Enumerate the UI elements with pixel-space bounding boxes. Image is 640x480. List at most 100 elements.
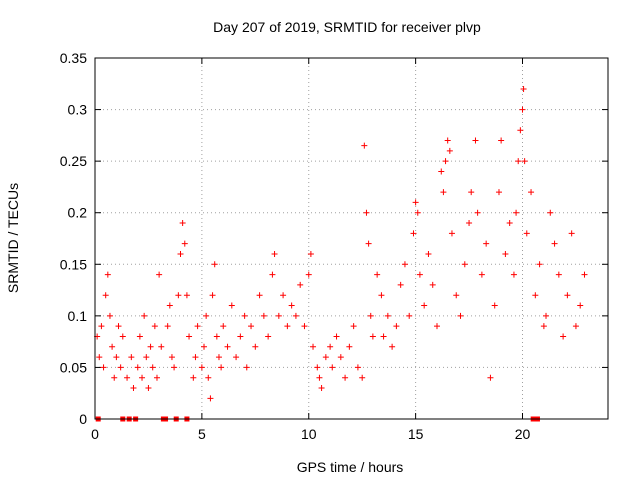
y-tick-label: 0.15 — [60, 256, 87, 272]
data-point — [194, 323, 201, 330]
axis-ticks: 0 0.05 0.1 0.15 0.2 0.25 0.3 0.35 0 5 10 15 20 — [60, 50, 608, 442]
data-point — [201, 343, 208, 350]
data-point — [515, 158, 522, 165]
data-point — [468, 189, 475, 196]
data-point — [166, 302, 173, 309]
data-point — [256, 292, 263, 299]
data-point — [446, 147, 453, 154]
data-point — [151, 323, 158, 330]
data-point — [113, 354, 120, 361]
data-point — [406, 312, 413, 319]
data-point — [284, 323, 291, 330]
data-point — [203, 312, 210, 319]
data-point — [318, 385, 325, 392]
data-point — [384, 312, 391, 319]
data-point — [532, 292, 539, 299]
data-point — [346, 343, 353, 350]
data-point — [329, 364, 336, 371]
data-point — [192, 354, 199, 361]
data-point — [211, 261, 218, 268]
y-tick-label: 0.05 — [60, 359, 87, 375]
data-point — [104, 271, 111, 278]
data-point — [265, 333, 272, 340]
data-point — [568, 230, 575, 237]
chart-title: Day 207 of 2019, SRMTID for receiver plv… — [213, 19, 481, 35]
data-point — [483, 240, 490, 247]
data-point — [147, 343, 154, 350]
data-point — [109, 343, 116, 350]
y-tick-label: 0.1 — [68, 308, 88, 324]
data-point — [412, 199, 419, 206]
data-point — [378, 292, 385, 299]
data-point — [466, 220, 473, 227]
data-point — [106, 312, 113, 319]
data-point — [393, 323, 400, 330]
data-point — [519, 106, 526, 113]
data-point — [143, 354, 150, 361]
data-point — [577, 302, 584, 309]
data-point — [540, 323, 547, 330]
data-point — [547, 209, 554, 216]
data-point — [292, 312, 299, 319]
data-point — [369, 333, 376, 340]
data-point — [158, 343, 165, 350]
data-point — [181, 240, 188, 247]
data-point — [100, 364, 107, 371]
data-point — [440, 189, 447, 196]
data-point — [248, 323, 255, 330]
x-tick-label: 15 — [408, 426, 424, 442]
data-point — [487, 374, 494, 381]
data-point — [307, 250, 314, 257]
data-point — [414, 209, 421, 216]
data-point — [474, 209, 481, 216]
data-point — [207, 395, 214, 402]
data-point — [457, 312, 464, 319]
data-point — [136, 333, 143, 340]
data-point — [461, 261, 468, 268]
data-point — [517, 127, 524, 134]
data-point — [513, 209, 520, 216]
data-point — [115, 323, 122, 330]
data-point — [397, 281, 404, 288]
data-point — [149, 364, 156, 371]
data-point — [520, 85, 527, 92]
data-point — [421, 302, 428, 309]
y-tick-label: 0.35 — [60, 50, 87, 66]
data-point — [243, 364, 250, 371]
data-point — [333, 333, 340, 340]
data-point — [297, 281, 304, 288]
data-point — [98, 323, 105, 330]
data-point — [572, 323, 579, 330]
data-point — [128, 354, 135, 361]
data-point — [359, 374, 366, 381]
data-point — [119, 333, 126, 340]
data-point — [186, 333, 193, 340]
data-point — [233, 354, 240, 361]
data-point — [543, 312, 550, 319]
data-point — [228, 302, 235, 309]
data-point — [314, 364, 321, 371]
data-point — [316, 374, 323, 381]
data-point — [280, 292, 287, 299]
data-point — [198, 364, 205, 371]
y-tick-label: 0.2 — [68, 205, 88, 221]
data-point — [224, 343, 231, 350]
data-point — [260, 312, 267, 319]
data-point — [361, 142, 368, 149]
data-point — [327, 343, 334, 350]
data-point — [502, 250, 509, 257]
data-point — [220, 323, 227, 330]
data-point — [218, 364, 225, 371]
data-point — [434, 323, 440, 330]
data-point — [168, 354, 175, 361]
data-point — [141, 312, 148, 319]
x-tick-label: 10 — [301, 426, 317, 442]
data-point — [555, 271, 562, 278]
data-point — [444, 137, 451, 144]
data-point — [495, 189, 502, 196]
data-point — [506, 220, 513, 227]
data-point — [380, 333, 387, 340]
data-point — [156, 271, 163, 278]
data-point — [139, 374, 146, 381]
data-point — [528, 189, 535, 196]
